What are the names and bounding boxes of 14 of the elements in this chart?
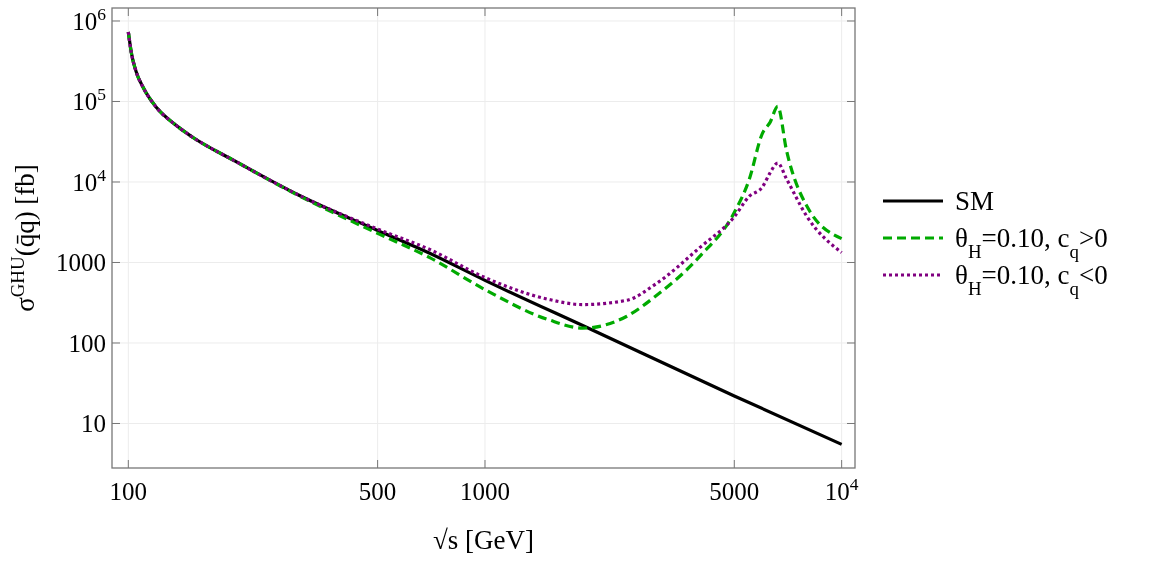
legend-label: SM (955, 186, 995, 216)
x-tick-label: 5000 (709, 478, 760, 505)
y-tick-label: 10$^{6}$ (72, 3, 107, 35)
x-tick-label: 10$^{4}$ (824, 474, 859, 505)
y-tick-label: 100 (68, 329, 106, 357)
legend-label: θ$_{H}$=0.10, c$_{q}$>0 (955, 223, 1108, 262)
y-tick-label: 10 (81, 410, 106, 438)
y-tick-label: 10$^{4}$ (72, 164, 107, 196)
x-axis-title: √s [GeV] (432, 525, 535, 555)
y-tick-label: 1000 (56, 249, 106, 277)
x-tick-label: 500 (358, 478, 397, 505)
x-tick-label: 1000 (459, 478, 510, 505)
y-tick-label: 10$^{5}$ (72, 84, 107, 116)
x-tick-label: 100 (109, 478, 148, 505)
